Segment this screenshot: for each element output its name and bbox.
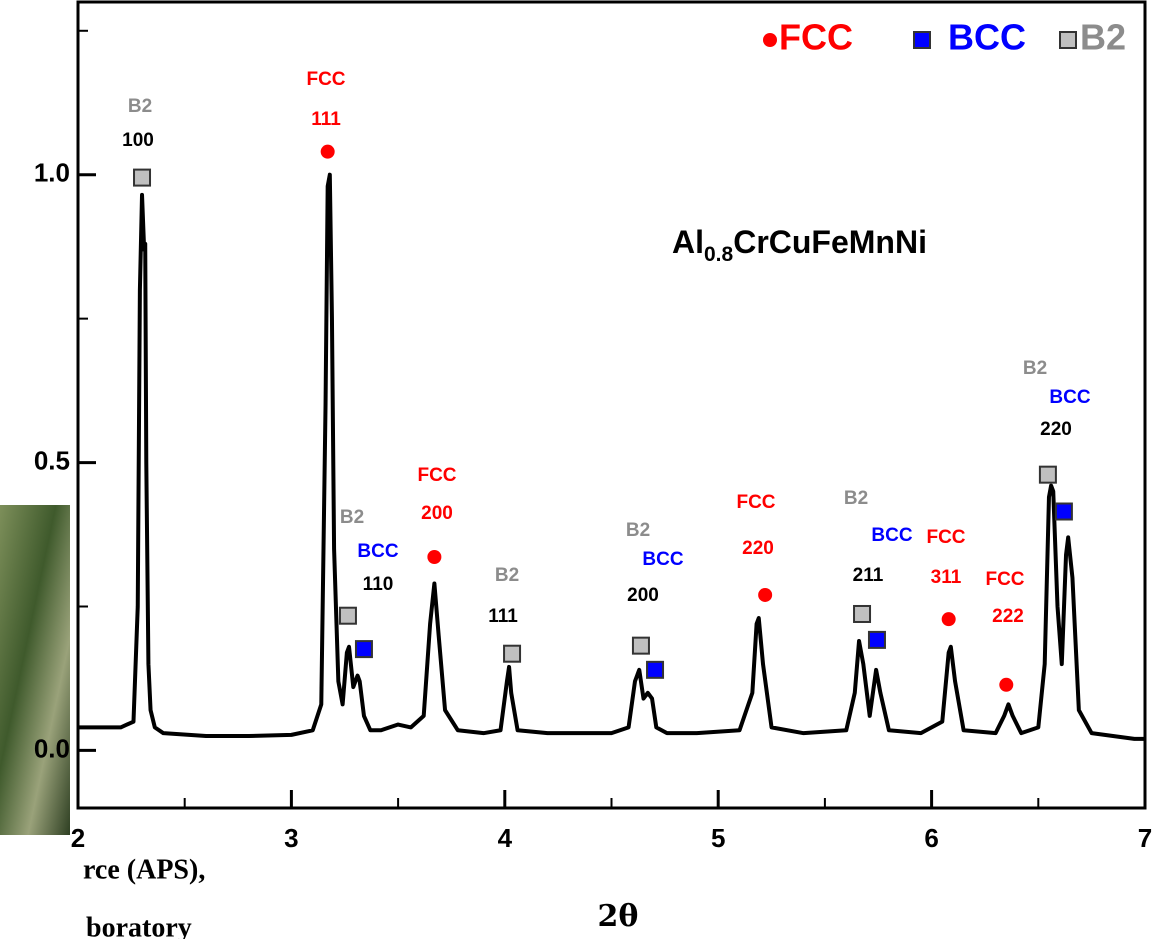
- peak-label: FCC: [926, 527, 965, 548]
- peak-label: 110: [363, 574, 394, 595]
- marker: [338, 606, 357, 625]
- peak-label: 200: [421, 503, 453, 524]
- x-tick-label: 2: [71, 823, 85, 853]
- peak-label: BCC: [357, 541, 398, 562]
- legend: FCC BCC B2: [763, 17, 1126, 58]
- peak-label: 311: [931, 567, 962, 588]
- marker: [1054, 502, 1073, 521]
- y-tick-label: 0.0: [34, 733, 70, 763]
- legend-label: BCC: [948, 17, 1026, 58]
- x-axis-label: 2θ: [598, 899, 639, 934]
- marker: [941, 612, 956, 627]
- marker: [1038, 465, 1057, 484]
- marker: [999, 677, 1014, 692]
- x-tick-label: 5: [711, 823, 725, 853]
- background-text: rce (APS),: [83, 854, 205, 885]
- peak-label: 200: [627, 585, 659, 606]
- legend-label: FCC: [779, 17, 853, 58]
- marker: [631, 636, 650, 655]
- legend-marker: [1059, 31, 1077, 49]
- peak-label: BCC: [871, 525, 912, 546]
- peak-label: B2: [1023, 358, 1047, 379]
- peak-label: BCC: [642, 549, 683, 570]
- marker: [853, 604, 872, 623]
- marker: [758, 587, 773, 602]
- peak-label: BCC: [1049, 387, 1090, 408]
- y-tick-label: 1.0: [34, 158, 70, 188]
- peak-label: B2: [128, 96, 152, 117]
- data-line: [78, 172, 1145, 741]
- annotation-part: 0.8: [704, 243, 734, 266]
- peak-label: FCC: [306, 69, 345, 90]
- x-tick-label: 3: [284, 823, 298, 853]
- peak-label: FCC: [736, 492, 775, 513]
- compound-annotation: Al0.8CrCuFeMnNi: [672, 224, 927, 265]
- legend-label: B2: [1080, 17, 1126, 58]
- peak-label: 111: [311, 109, 341, 130]
- peak-label: 111: [488, 606, 518, 627]
- peak-label: FCC: [985, 569, 1024, 590]
- marker: [427, 549, 442, 564]
- marker: [320, 144, 335, 159]
- marker: [503, 644, 522, 663]
- legend-marker: [913, 31, 931, 49]
- peak-label: 220: [1040, 419, 1072, 440]
- peak-label: FCC: [417, 465, 456, 486]
- background-text: boratory: [86, 912, 192, 939]
- peak-label: B2: [626, 520, 650, 541]
- legend-marker: [763, 33, 777, 47]
- peak-label: B2: [495, 565, 519, 586]
- annotation-part: CrCuFeMnNi: [733, 224, 927, 260]
- marker: [867, 630, 886, 649]
- peak-label: 100: [122, 130, 154, 151]
- annotation-part: Al: [672, 224, 704, 260]
- background-photo: [0, 505, 70, 835]
- peak-label: 220: [742, 538, 774, 559]
- marker: [354, 640, 373, 659]
- x-tick-label: 4: [498, 823, 513, 853]
- peak-label: B2: [340, 507, 364, 528]
- peak-label: B2: [844, 488, 868, 509]
- plot-frame: [76, 0, 1147, 810]
- marker: [133, 168, 152, 187]
- y-tick-label: 0.5: [34, 445, 70, 475]
- peak-label: 222: [992, 606, 1024, 627]
- peak-label: 211: [853, 565, 884, 586]
- x-tick-label: 6: [924, 823, 938, 853]
- marker: [646, 660, 665, 679]
- x-tick-label: 7: [1138, 823, 1152, 853]
